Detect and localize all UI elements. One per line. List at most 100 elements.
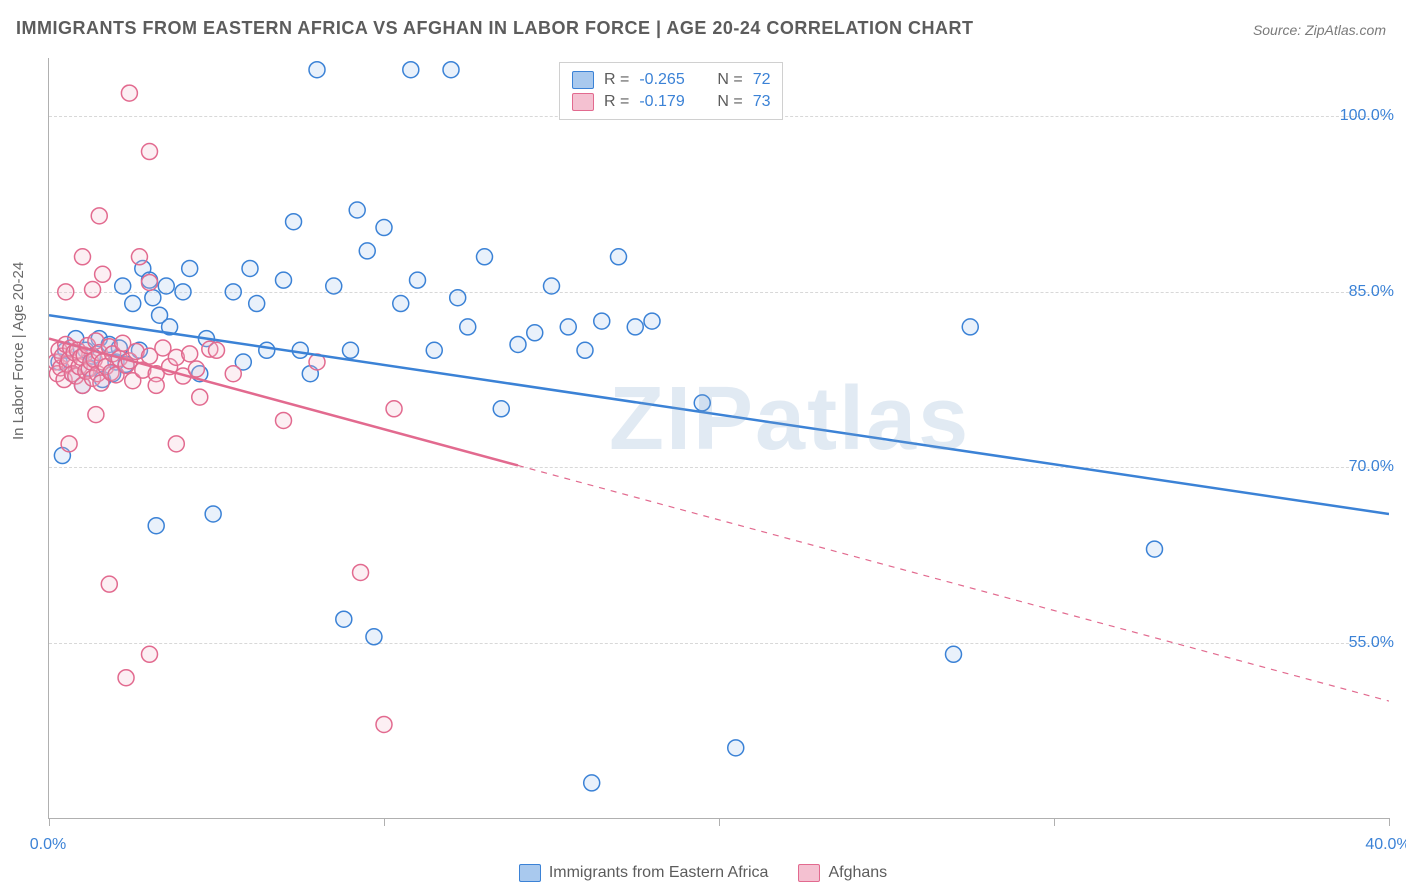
scatter-point-eastern_africa	[493, 401, 509, 417]
plot-area: ZIPatlas R =-0.265N =72R =-0.179N =73	[48, 58, 1389, 819]
trendline-eastern_africa	[49, 315, 1389, 514]
series-legend-item: Immigrants from Eastern Africa	[519, 864, 769, 882]
scatter-point-eastern_africa	[694, 395, 710, 411]
scatter-point-eastern_africa	[594, 313, 610, 329]
legend-r-label: R =	[604, 71, 629, 89]
scatter-point-eastern_africa	[242, 260, 258, 276]
legend-n-value: 72	[753, 71, 771, 89]
scatter-point-eastern_africa	[393, 296, 409, 312]
scatter-point-eastern_africa	[349, 202, 365, 218]
scatter-point-afghans	[386, 401, 402, 417]
trendline-afghans	[49, 339, 518, 466]
scatter-point-afghans	[75, 249, 91, 265]
scatter-point-afghans	[101, 576, 117, 592]
scatter-point-afghans	[142, 144, 158, 160]
scatter-point-eastern_africa	[158, 278, 174, 294]
legend-n-label: N =	[717, 71, 742, 89]
x-tick	[719, 818, 720, 826]
y-axis-label: In Labor Force | Age 20-24	[10, 262, 27, 440]
scatter-point-eastern_africa	[644, 313, 660, 329]
scatter-point-eastern_africa	[410, 272, 426, 288]
scatter-point-eastern_africa	[611, 249, 627, 265]
scatter-point-eastern_africa	[286, 214, 302, 230]
scatter-point-eastern_africa	[309, 62, 325, 78]
legend-swatch	[572, 71, 594, 89]
scatter-point-afghans	[182, 346, 198, 362]
scatter-point-eastern_africa	[225, 284, 241, 300]
scatter-point-eastern_africa	[175, 284, 191, 300]
legend-r-label: R =	[604, 93, 629, 111]
scatter-point-eastern_africa	[577, 342, 593, 358]
scatter-point-afghans	[209, 342, 225, 358]
scatter-point-eastern_africa	[145, 290, 161, 306]
scatter-point-eastern_africa	[946, 646, 962, 662]
legend-swatch	[572, 93, 594, 111]
scatter-point-eastern_africa	[359, 243, 375, 259]
scatter-point-eastern_africa	[205, 506, 221, 522]
scatter-point-eastern_africa	[962, 319, 978, 335]
scatter-point-afghans	[58, 284, 74, 300]
scatter-point-eastern_africa	[510, 336, 526, 352]
scatter-point-afghans	[192, 389, 208, 405]
scatter-point-afghans	[121, 85, 137, 101]
trendline-dashed-afghans	[518, 465, 1389, 701]
scatter-point-eastern_africa	[182, 260, 198, 276]
y-tick-label: 100.0%	[1340, 107, 1394, 125]
y-tick-label: 85.0%	[1349, 283, 1394, 301]
scatter-point-eastern_africa	[336, 611, 352, 627]
scatter-point-eastern_africa	[115, 278, 131, 294]
series-legend: Immigrants from Eastern Africa Afghans	[0, 864, 1406, 882]
y-tick-label: 70.0%	[1349, 458, 1394, 476]
scatter-point-eastern_africa	[584, 775, 600, 791]
scatter-point-eastern_africa	[450, 290, 466, 306]
scatter-point-afghans	[353, 564, 369, 580]
scatter-point-eastern_africa	[460, 319, 476, 335]
scatter-point-afghans	[118, 670, 134, 686]
scatter-point-afghans	[188, 361, 204, 377]
scatter-point-eastern_africa	[1147, 541, 1163, 557]
scatter-point-afghans	[91, 208, 107, 224]
legend-n-label: N =	[717, 93, 742, 111]
scatter-point-eastern_africa	[477, 249, 493, 265]
scatter-point-afghans	[131, 249, 147, 265]
scatter-point-afghans	[85, 282, 101, 298]
scatter-point-eastern_africa	[627, 319, 643, 335]
scatter-point-eastern_africa	[527, 325, 543, 341]
y-tick-label: 55.0%	[1349, 634, 1394, 652]
scatter-point-eastern_africa	[426, 342, 442, 358]
scatter-point-eastern_africa	[125, 296, 141, 312]
legend-r-value: -0.265	[639, 71, 699, 89]
scatter-point-afghans	[148, 377, 164, 393]
x-tick	[1054, 818, 1055, 826]
correlation-legend: R =-0.265N =72R =-0.179N =73	[559, 62, 783, 120]
x-tick-label: 0.0%	[30, 836, 66, 854]
correlation-legend-row: R =-0.179N =73	[572, 91, 770, 113]
scatter-point-eastern_africa	[443, 62, 459, 78]
plot-svg	[49, 58, 1389, 818]
scatter-point-eastern_africa	[728, 740, 744, 756]
series-legend-label: Afghans	[828, 864, 887, 882]
chart-container: IMMIGRANTS FROM EASTERN AFRICA VS AFGHAN…	[0, 0, 1406, 892]
legend-swatch	[798, 864, 820, 882]
x-tick	[49, 818, 50, 826]
source-attribution: Source: ZipAtlas.com	[1253, 22, 1386, 38]
series-legend-item: Afghans	[798, 864, 887, 882]
scatter-point-eastern_africa	[560, 319, 576, 335]
scatter-point-eastern_africa	[403, 62, 419, 78]
scatter-point-afghans	[276, 412, 292, 428]
scatter-point-afghans	[168, 436, 184, 452]
scatter-point-eastern_africa	[326, 278, 342, 294]
scatter-point-afghans	[61, 436, 77, 452]
scatter-point-eastern_africa	[259, 342, 275, 358]
legend-n-value: 73	[753, 93, 771, 111]
legend-swatch	[519, 864, 541, 882]
x-tick-label: 40.0%	[1365, 836, 1406, 854]
x-tick	[1389, 818, 1390, 826]
scatter-point-afghans	[225, 366, 241, 382]
scatter-point-eastern_africa	[343, 342, 359, 358]
scatter-point-afghans	[376, 716, 392, 732]
series-legend-label: Immigrants from Eastern Africa	[549, 864, 769, 882]
scatter-point-eastern_africa	[249, 296, 265, 312]
scatter-point-eastern_africa	[366, 629, 382, 645]
correlation-legend-row: R = -0.265 N = 72	[572, 69, 770, 91]
